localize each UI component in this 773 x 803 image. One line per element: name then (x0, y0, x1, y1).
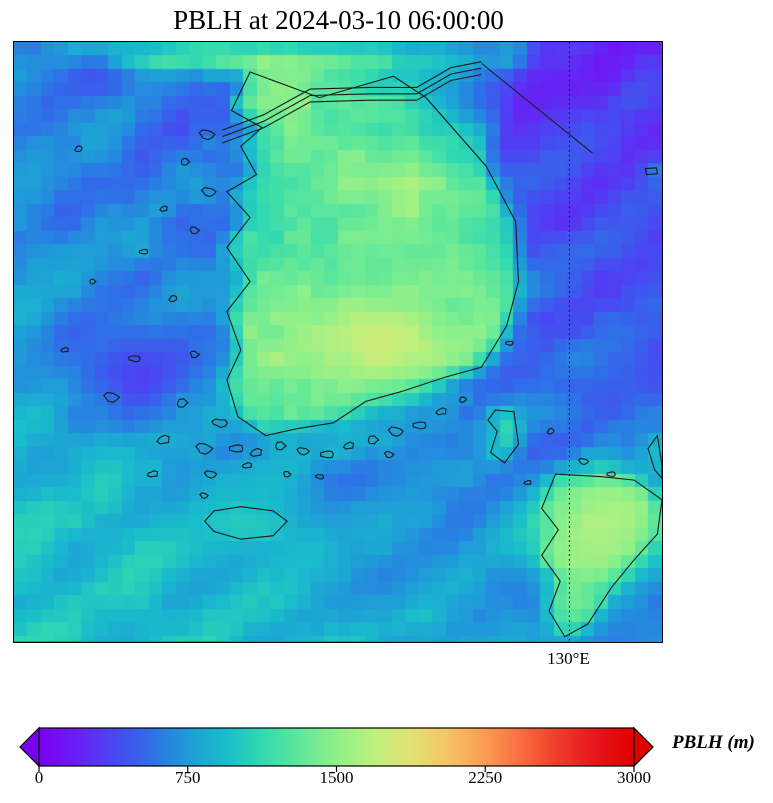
colorbar-extend-min (19, 726, 40, 768)
coastline-path (146, 470, 158, 478)
coastline-path (195, 442, 214, 455)
coastline-overlay (60, 61, 662, 638)
colorbar-tick-label: 2250 (468, 768, 503, 787)
coastline-path (275, 441, 287, 451)
coastline-path (241, 462, 252, 469)
coastline-path (546, 427, 555, 435)
map-axes[interactable] (13, 41, 663, 643)
gridline-overlay (568, 42, 570, 641)
coastline-path (226, 71, 520, 437)
coastline-path (189, 350, 201, 359)
coastline-path (156, 434, 171, 445)
coastline-path (342, 441, 355, 450)
coastline-path (180, 157, 191, 166)
coastline-path (199, 492, 210, 499)
coastline-path (383, 451, 395, 459)
colorbar-extend-max (633, 726, 654, 768)
colorbar-gradient (19, 726, 654, 772)
coastline-path (387, 426, 404, 437)
x-tick-label: 130°E (547, 649, 590, 668)
coastline-path (606, 471, 616, 477)
coastline-path (200, 187, 217, 198)
coastline-path (644, 167, 659, 176)
coastline-path (435, 407, 447, 416)
coastline-path (89, 278, 97, 285)
border-line (222, 73, 482, 144)
coastline-path (198, 129, 216, 141)
coastline-path (541, 473, 662, 638)
coastline-path (314, 474, 325, 480)
colorbar-tick-label: 3000 (617, 768, 651, 787)
colorbar-tick-label: 750 (175, 768, 201, 787)
coastline-path (282, 471, 293, 478)
coastline-path (73, 145, 83, 153)
coastline-path (487, 409, 520, 464)
coastline-path (159, 205, 168, 212)
pblh-heatmap-field (14, 42, 662, 641)
colorbar-tick-label: 0 (34, 768, 44, 787)
coastline-path (189, 226, 201, 235)
coastline-path (60, 346, 69, 353)
colorbar-tick-labels: 0 750 1500 2250 3000 (0, 768, 773, 794)
coastline-path (504, 340, 514, 346)
coastline-path (138, 248, 149, 255)
coastline-path (176, 398, 189, 408)
border-line (222, 61, 482, 131)
coastline-path (647, 434, 662, 480)
coastline-path (203, 470, 218, 479)
x-axis-tick-labels: 130°E (0, 649, 773, 671)
page-title: PBLH at 2024-03-10 06:00:00 (173, 5, 504, 35)
coastline-path (319, 450, 334, 459)
coastline-path (577, 457, 590, 466)
border-line (481, 63, 593, 154)
coastline-path (296, 447, 310, 456)
coastline-path (168, 294, 178, 303)
coastline-path (203, 506, 288, 540)
coastline-path (523, 479, 532, 486)
colorbar-axis-label: PBLH (m) (672, 732, 755, 753)
coastline-path (367, 435, 380, 445)
coastline-path (412, 421, 427, 430)
coastline-path (458, 396, 468, 403)
border-line (222, 67, 482, 138)
coastline-path (103, 392, 121, 403)
coastline-path (211, 418, 229, 429)
colorbar-body (38, 727, 635, 767)
colorbar-tick-label: 1500 (319, 768, 354, 787)
colorbar[interactable] (19, 726, 654, 772)
coastline-path (228, 444, 244, 453)
coastline-path (249, 447, 263, 457)
coastline-path (128, 355, 141, 363)
